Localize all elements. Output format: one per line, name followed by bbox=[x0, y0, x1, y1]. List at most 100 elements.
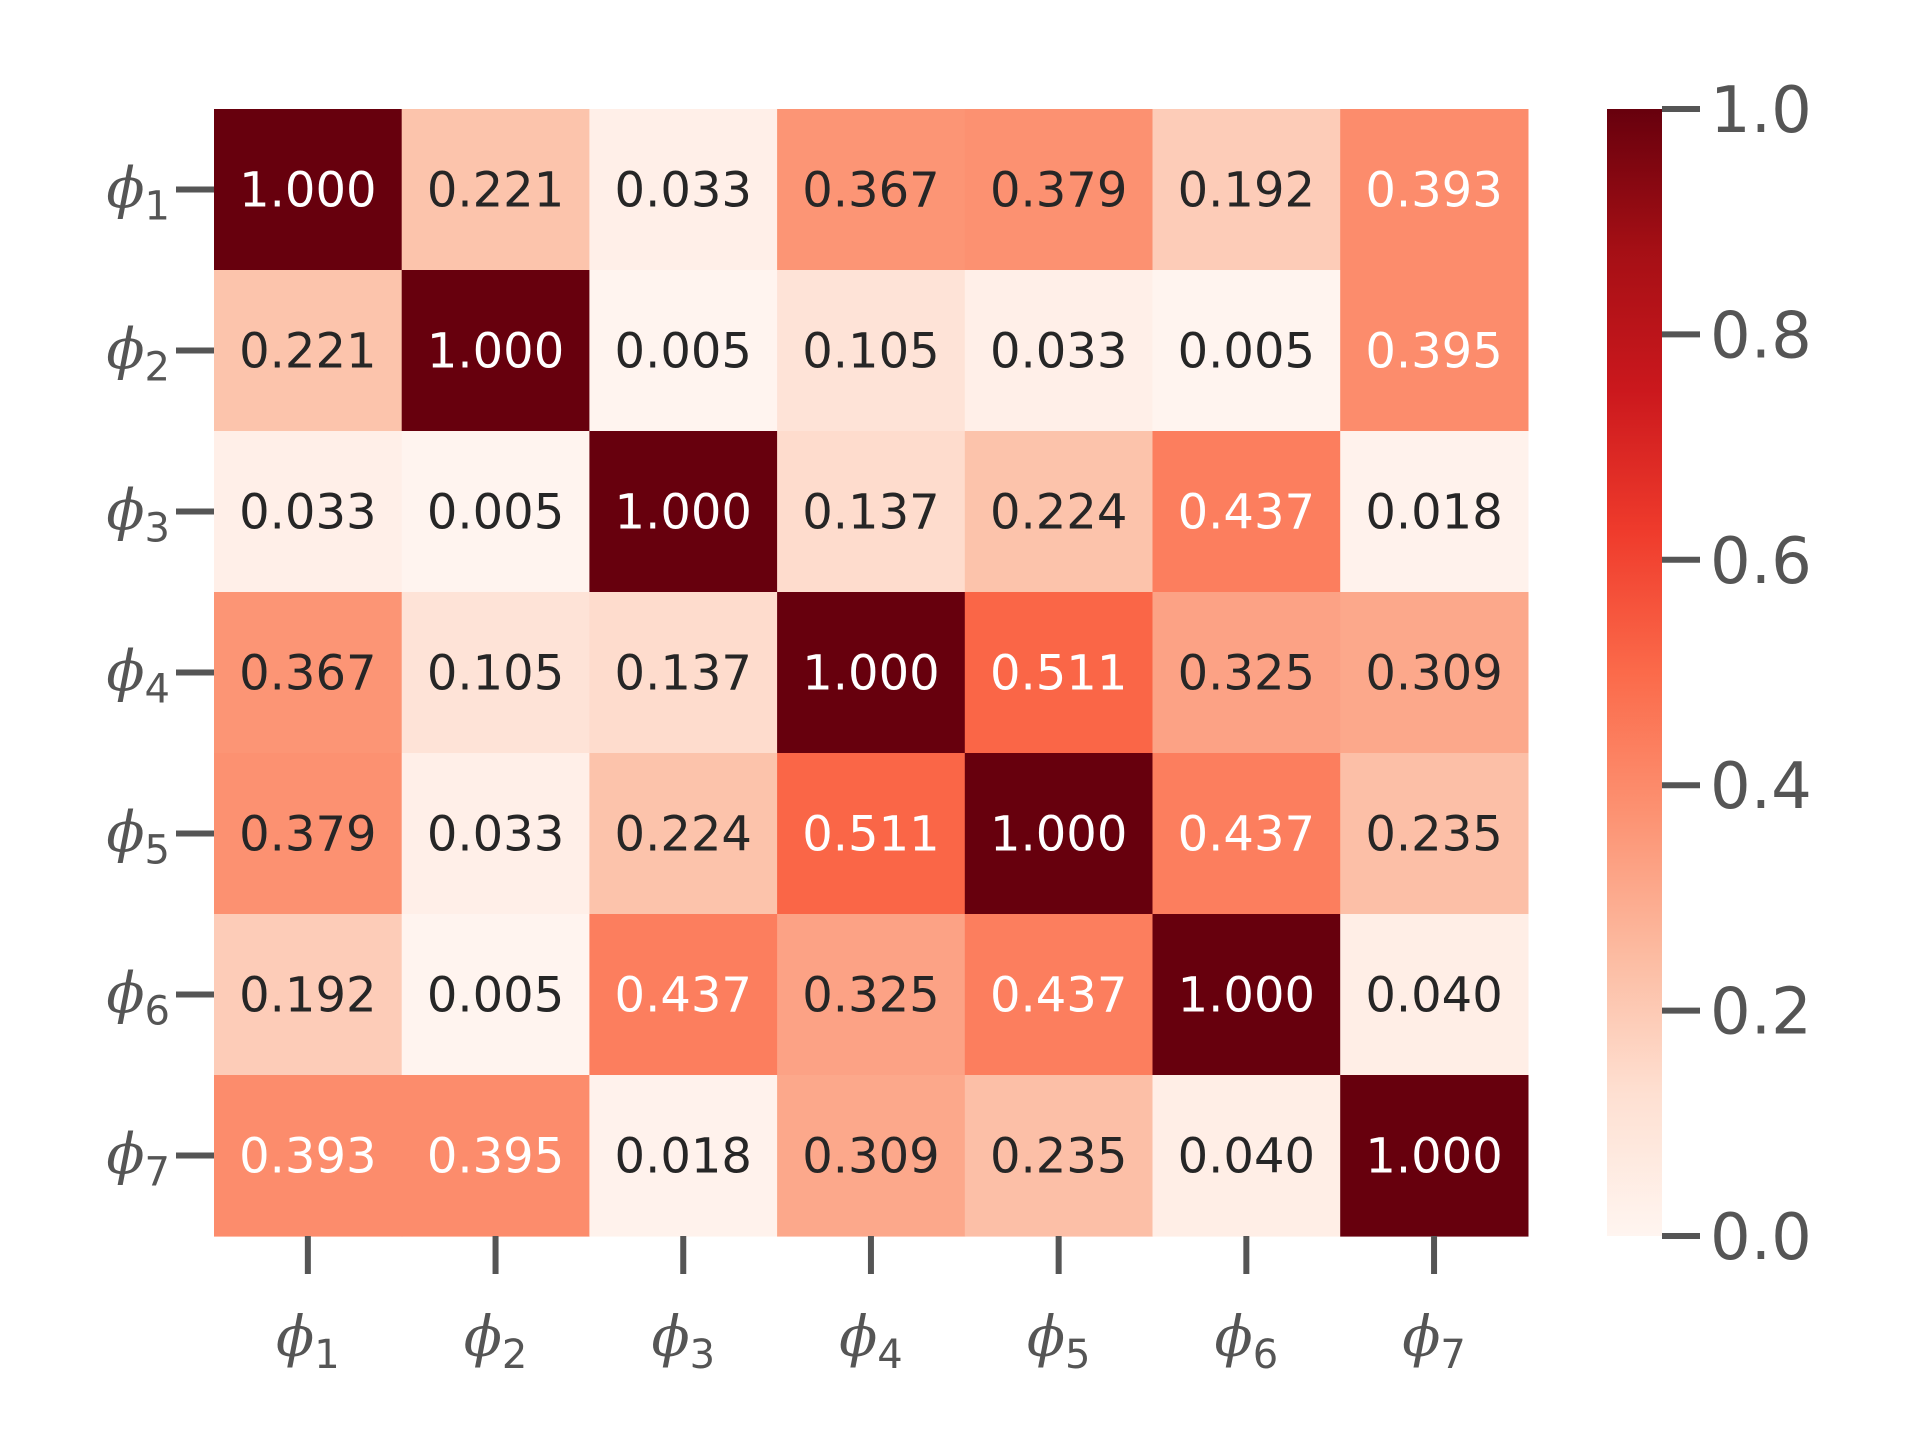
heatmap-cell-r6-c2 bbox=[401, 914, 590, 1076]
cell-label-r6-c6: 1.000 bbox=[1178, 968, 1315, 1024]
cell-label-r2-c7: 0.395 bbox=[1365, 324, 1502, 380]
heatmap-cell-r7-c3 bbox=[589, 1075, 778, 1237]
cell-label-r1-c7: 0.393 bbox=[1365, 163, 1502, 219]
cell-label-r3-c3: 1.000 bbox=[615, 485, 752, 541]
cell-label-r5-c6: 0.437 bbox=[1178, 807, 1315, 863]
x-axis-ticks: ϕ1 ϕ2 ϕ3 ϕ4 ϕ5 ϕ6 ϕ7 bbox=[276, 1236, 1466, 1378]
heatmap-cell-r1-c7 bbox=[1340, 109, 1529, 271]
heatmap-cell-r2-c2 bbox=[401, 270, 590, 432]
cell-label-r6-c7: 0.040 bbox=[1365, 968, 1502, 1024]
cell-label-r2-c5: 0.033 bbox=[990, 324, 1127, 380]
cell-label-r4-c2: 0.105 bbox=[427, 646, 564, 702]
heatmap-cell-r5-c4 bbox=[777, 753, 966, 915]
heatmap-cell-r3-c2 bbox=[401, 431, 590, 593]
cell-label-r7-c7: 1.000 bbox=[1365, 1129, 1502, 1185]
heatmap-cell-r7-c1 bbox=[214, 1075, 403, 1237]
cell-label-r3-c5: 0.224 bbox=[990, 485, 1127, 541]
heatmap-cell-r2-c6 bbox=[1152, 270, 1341, 432]
colorbar-gradient bbox=[1607, 109, 1662, 1236]
heatmap-cell-r1-c2 bbox=[401, 109, 590, 271]
x-tick-label-5: ϕ5 bbox=[1027, 1305, 1091, 1378]
heatmap-cell-r5-c7 bbox=[1340, 753, 1529, 915]
colorbar-tick-label-2: 0.2 bbox=[1710, 976, 1812, 1050]
colorbar-tick-label-6: 1.0 bbox=[1710, 74, 1812, 148]
heatmap-cell-r4-c1 bbox=[214, 592, 403, 754]
heatmap-cell-r6-c3 bbox=[589, 914, 778, 1076]
colorbar-tick-label-3: 0.4 bbox=[1710, 750, 1812, 824]
heatmap-cell-r2-c7 bbox=[1340, 270, 1529, 432]
x-tick-label-1: ϕ1 bbox=[276, 1305, 340, 1378]
heatmap-cell-r1-c3 bbox=[589, 109, 778, 271]
cell-label-r4-c7: 0.309 bbox=[1365, 646, 1502, 702]
heatmap-cell-r7-c4 bbox=[777, 1075, 966, 1237]
cell-label-r2-c3: 0.005 bbox=[615, 324, 752, 380]
heatmap-cell-r3-c3 bbox=[589, 431, 778, 593]
cell-label-r1-c6: 0.192 bbox=[1178, 163, 1315, 219]
cell-label-r7-c2: 0.395 bbox=[427, 1129, 564, 1185]
heatmap-cell-r1-c1 bbox=[214, 109, 403, 271]
heatmap-cell-r1-c4 bbox=[777, 109, 966, 271]
y-tick-label-3: ϕ3 bbox=[106, 479, 170, 552]
heatmap-cell-r7-c7 bbox=[1340, 1075, 1529, 1237]
cell-label-r1-c4: 0.367 bbox=[802, 163, 939, 219]
heatmap-cell-r3-c5 bbox=[964, 431, 1154, 593]
heatmap-cell-r7-c2 bbox=[401, 1075, 590, 1237]
cell-label-r5-c3: 0.224 bbox=[615, 807, 752, 863]
heatmap-cell-r4-c6 bbox=[1152, 592, 1341, 754]
heatmap-cell-r4-c2 bbox=[401, 592, 590, 754]
heatmap-cell-r6-c4 bbox=[777, 914, 966, 1076]
heatmap-cell-labels: 1.000 0.221 0.033 0.367 0.379 0.192 0.393 0.221… bbox=[239, 163, 1503, 1185]
heatmap-cell-r2-c4 bbox=[777, 270, 966, 432]
colorbar: 0.0 0.2 0.4 0.6 0.8 1.0 bbox=[1607, 74, 1812, 1275]
cell-label-r1-c2: 0.221 bbox=[427, 163, 564, 219]
cell-label-r4-c4: 1.000 bbox=[802, 646, 939, 702]
cell-label-r6-c5: 0.437 bbox=[990, 968, 1127, 1024]
heatmap-cell-r5-c3 bbox=[589, 753, 778, 915]
cell-label-r2-c1: 0.221 bbox=[239, 324, 376, 380]
heatmap-cell-r6-c1 bbox=[214, 914, 403, 1076]
heatmap-cell-r3-c4 bbox=[777, 431, 966, 593]
y-tick-label-2: ϕ2 bbox=[106, 318, 170, 391]
cell-label-r1-c1: 1.000 bbox=[239, 163, 376, 219]
heatmap-cell-r3-c7 bbox=[1340, 431, 1529, 593]
cell-label-r4-c5: 0.511 bbox=[990, 646, 1127, 702]
heatmap-cells bbox=[214, 109, 1529, 1237]
heatmap-cell-r7-c6 bbox=[1152, 1075, 1341, 1237]
heatmap-cell-r3-c1 bbox=[214, 431, 403, 593]
y-tick-label-1: ϕ1 bbox=[106, 157, 170, 230]
heatmap-cell-r4-c5 bbox=[964, 592, 1154, 754]
x-tick-label-2: ϕ2 bbox=[464, 1305, 528, 1378]
heatmap-cell-r5-c2 bbox=[401, 753, 590, 915]
heatmap-cell-r1-c6 bbox=[1152, 109, 1341, 271]
heatmap-cell-r6-c5 bbox=[964, 914, 1154, 1076]
cell-label-r7-c6: 0.040 bbox=[1178, 1129, 1315, 1185]
heatmap-cell-r5-c1 bbox=[214, 753, 403, 915]
cell-label-r1-c5: 0.379 bbox=[990, 163, 1127, 219]
heatmap-cell-r2-c5 bbox=[964, 270, 1154, 432]
y-tick-label-5: ϕ5 bbox=[106, 801, 170, 874]
heatmap-cell-r2-c1 bbox=[214, 270, 403, 432]
y-tick-label-4: ϕ4 bbox=[106, 640, 170, 713]
cell-label-r6-c2: 0.005 bbox=[427, 968, 564, 1024]
heatmap-cell-r5-c6 bbox=[1152, 753, 1341, 915]
cell-label-r1-c3: 0.033 bbox=[615, 163, 752, 219]
x-tick-label-6: ϕ6 bbox=[1215, 1305, 1279, 1378]
heatmap-cell-r4-c3 bbox=[589, 592, 778, 754]
heatmap-cell-r6-c7 bbox=[1340, 914, 1529, 1076]
colorbar-tick-label-4: 0.6 bbox=[1710, 525, 1812, 599]
y-axis-ticks: ϕ1 ϕ2 ϕ3 ϕ4 ϕ5 ϕ6 ϕ7 bbox=[106, 157, 214, 1196]
cell-label-r6-c3: 0.437 bbox=[615, 968, 752, 1024]
cell-label-r5-c7: 0.235 bbox=[1365, 807, 1502, 863]
cell-label-r2-c4: 0.105 bbox=[802, 324, 939, 380]
colorbar-tick-label-5: 0.8 bbox=[1710, 299, 1812, 373]
x-tick-label-7: ϕ7 bbox=[1402, 1305, 1466, 1378]
cell-label-r6-c4: 0.325 bbox=[802, 968, 939, 1024]
cell-label-r5-c1: 0.379 bbox=[239, 807, 376, 863]
cell-label-r7-c3: 0.018 bbox=[615, 1129, 752, 1185]
colorbar-tick-label-1: 0.0 bbox=[1710, 1201, 1812, 1275]
cell-label-r5-c2: 0.033 bbox=[427, 807, 564, 863]
cell-label-r5-c5: 1.000 bbox=[990, 807, 1127, 863]
cell-label-r7-c1: 0.393 bbox=[239, 1129, 376, 1185]
heatmap-cell-r2-c3 bbox=[589, 270, 778, 432]
